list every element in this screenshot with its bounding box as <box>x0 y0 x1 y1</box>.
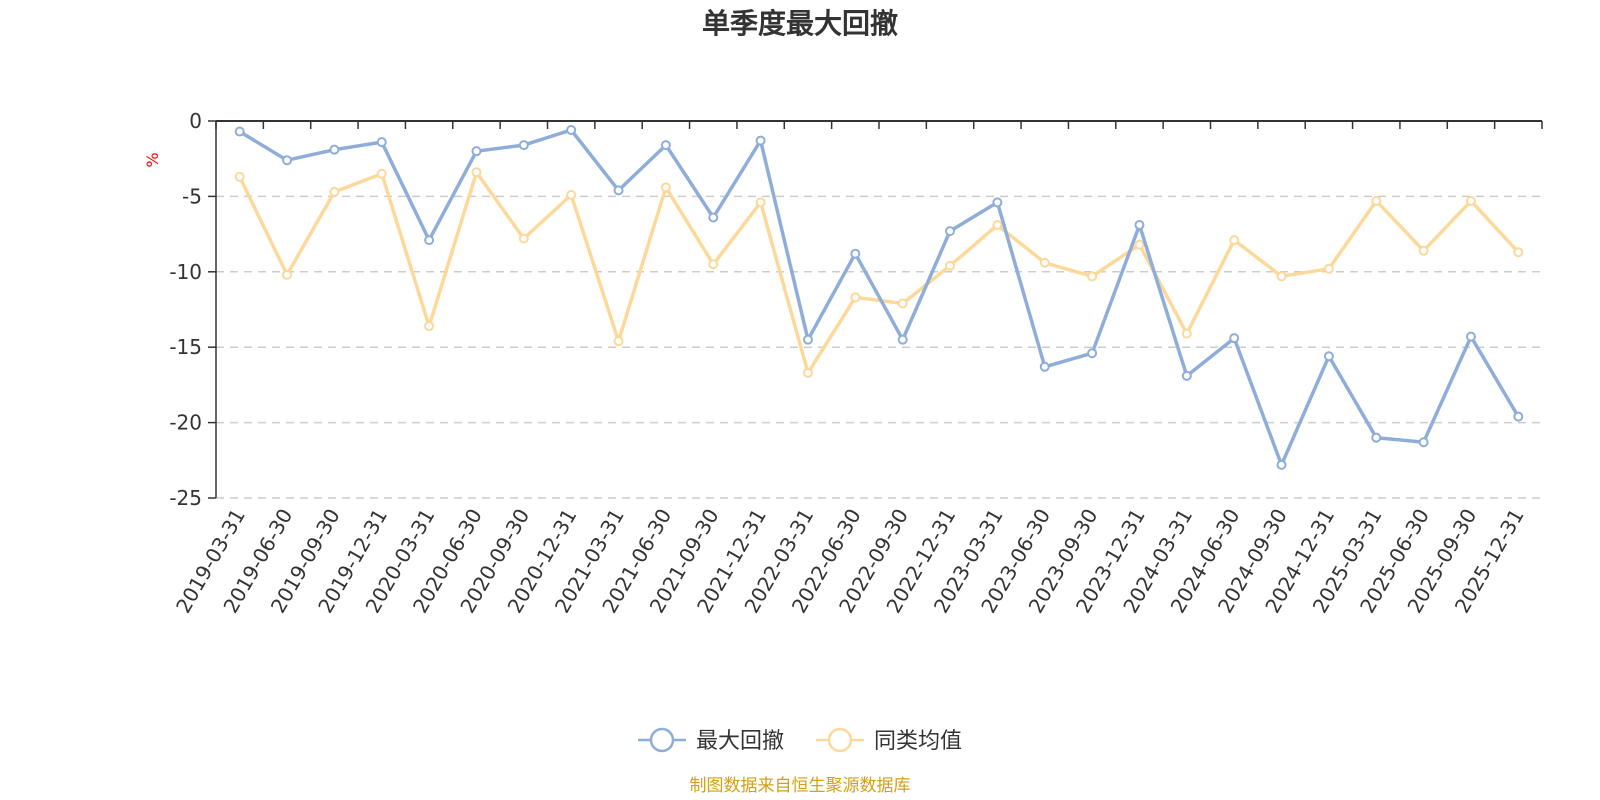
data-point[interactable] <box>660 140 671 151</box>
data-point[interactable] <box>897 298 908 309</box>
data-point[interactable] <box>1323 263 1334 274</box>
data-point[interactable] <box>613 336 624 347</box>
data-point[interactable] <box>1134 239 1145 250</box>
data-point[interactable] <box>992 197 1003 208</box>
data-point[interactable] <box>471 146 482 157</box>
data-point[interactable] <box>850 292 861 303</box>
source-note: 制图数据来自恒生聚源数据库 <box>690 776 911 796</box>
y-tick-label: -25 <box>169 486 202 510</box>
data-point[interactable] <box>802 367 813 378</box>
data-point[interactable] <box>424 321 435 332</box>
data-point[interactable] <box>1229 235 1240 246</box>
legend-item[interactable]: 最大回撤 <box>638 727 784 754</box>
legend-marker <box>649 727 675 753</box>
series-max-drawdown <box>234 125 1524 470</box>
series-line <box>238 128 1520 467</box>
data-point[interactable] <box>376 137 387 148</box>
data-point[interactable] <box>1229 333 1240 344</box>
series-line <box>238 170 1520 375</box>
data-point[interactable] <box>234 171 245 182</box>
legend: 最大回撤 同类均值 <box>638 727 962 754</box>
data-point[interactable] <box>282 269 293 280</box>
data-point[interactable] <box>708 212 719 223</box>
data-point[interactable] <box>755 197 766 208</box>
data-point[interactable] <box>1418 245 1429 256</box>
data-point[interactable] <box>1371 195 1382 206</box>
y-tick-label: -10 <box>169 260 202 284</box>
data-point[interactable] <box>329 186 340 197</box>
data-point[interactable] <box>1134 220 1145 231</box>
y-axis-unit-label: % <box>143 152 162 167</box>
data-point[interactable] <box>518 140 529 151</box>
data-point[interactable] <box>471 167 482 178</box>
chart-title: 单季度最大回撤 <box>702 7 898 40</box>
data-point[interactable] <box>376 168 387 179</box>
y-tick-label: -15 <box>169 335 202 359</box>
data-point[interactable] <box>1465 195 1476 206</box>
data-point[interactable] <box>945 260 956 271</box>
data-point[interactable] <box>755 135 766 146</box>
data-point[interactable] <box>1276 271 1287 282</box>
data-point[interactable] <box>802 334 813 345</box>
data-point[interactable] <box>1181 328 1192 339</box>
data-point[interactable] <box>1323 351 1334 362</box>
data-point[interactable] <box>518 233 529 244</box>
y-tick-label: -5 <box>182 184 202 208</box>
series-layer <box>234 125 1524 470</box>
data-point[interactable] <box>660 182 671 193</box>
data-point[interactable] <box>234 126 245 137</box>
data-point[interactable] <box>1039 257 1050 268</box>
data-point[interactable] <box>897 334 908 345</box>
axis-layer: 0-5-10-15-20-252019-03-312019-06-302019-… <box>169 109 1543 617</box>
data-point[interactable] <box>424 235 435 246</box>
data-point[interactable] <box>1465 331 1476 342</box>
data-point[interactable] <box>566 125 577 136</box>
series-peer-average <box>234 167 1524 378</box>
data-point[interactable] <box>945 226 956 237</box>
data-point[interactable] <box>1371 432 1382 443</box>
data-point[interactable] <box>329 144 340 155</box>
data-point[interactable] <box>1513 411 1524 422</box>
y-tick-label: 0 <box>189 109 202 133</box>
data-point[interactable] <box>1039 361 1050 372</box>
data-point[interactable] <box>708 259 719 270</box>
data-point[interactable] <box>992 220 1003 231</box>
data-point[interactable] <box>1087 271 1098 282</box>
legend-marker <box>827 727 853 753</box>
data-point[interactable] <box>850 248 861 259</box>
grid-layer <box>216 195 1542 499</box>
y-tick-label: -20 <box>169 411 202 435</box>
data-point[interactable] <box>1513 247 1524 258</box>
data-point[interactable] <box>1276 459 1287 470</box>
data-point[interactable] <box>566 189 577 200</box>
data-point[interactable] <box>1418 437 1429 448</box>
data-point[interactable] <box>1181 370 1192 381</box>
data-point[interactable] <box>613 185 624 196</box>
legend-label: 同类均值 <box>874 729 962 754</box>
legend-label: 最大回撤 <box>696 729 784 754</box>
data-point[interactable] <box>1087 348 1098 359</box>
data-point[interactable] <box>282 155 293 166</box>
legend-item[interactable]: 同类均值 <box>816 727 962 754</box>
